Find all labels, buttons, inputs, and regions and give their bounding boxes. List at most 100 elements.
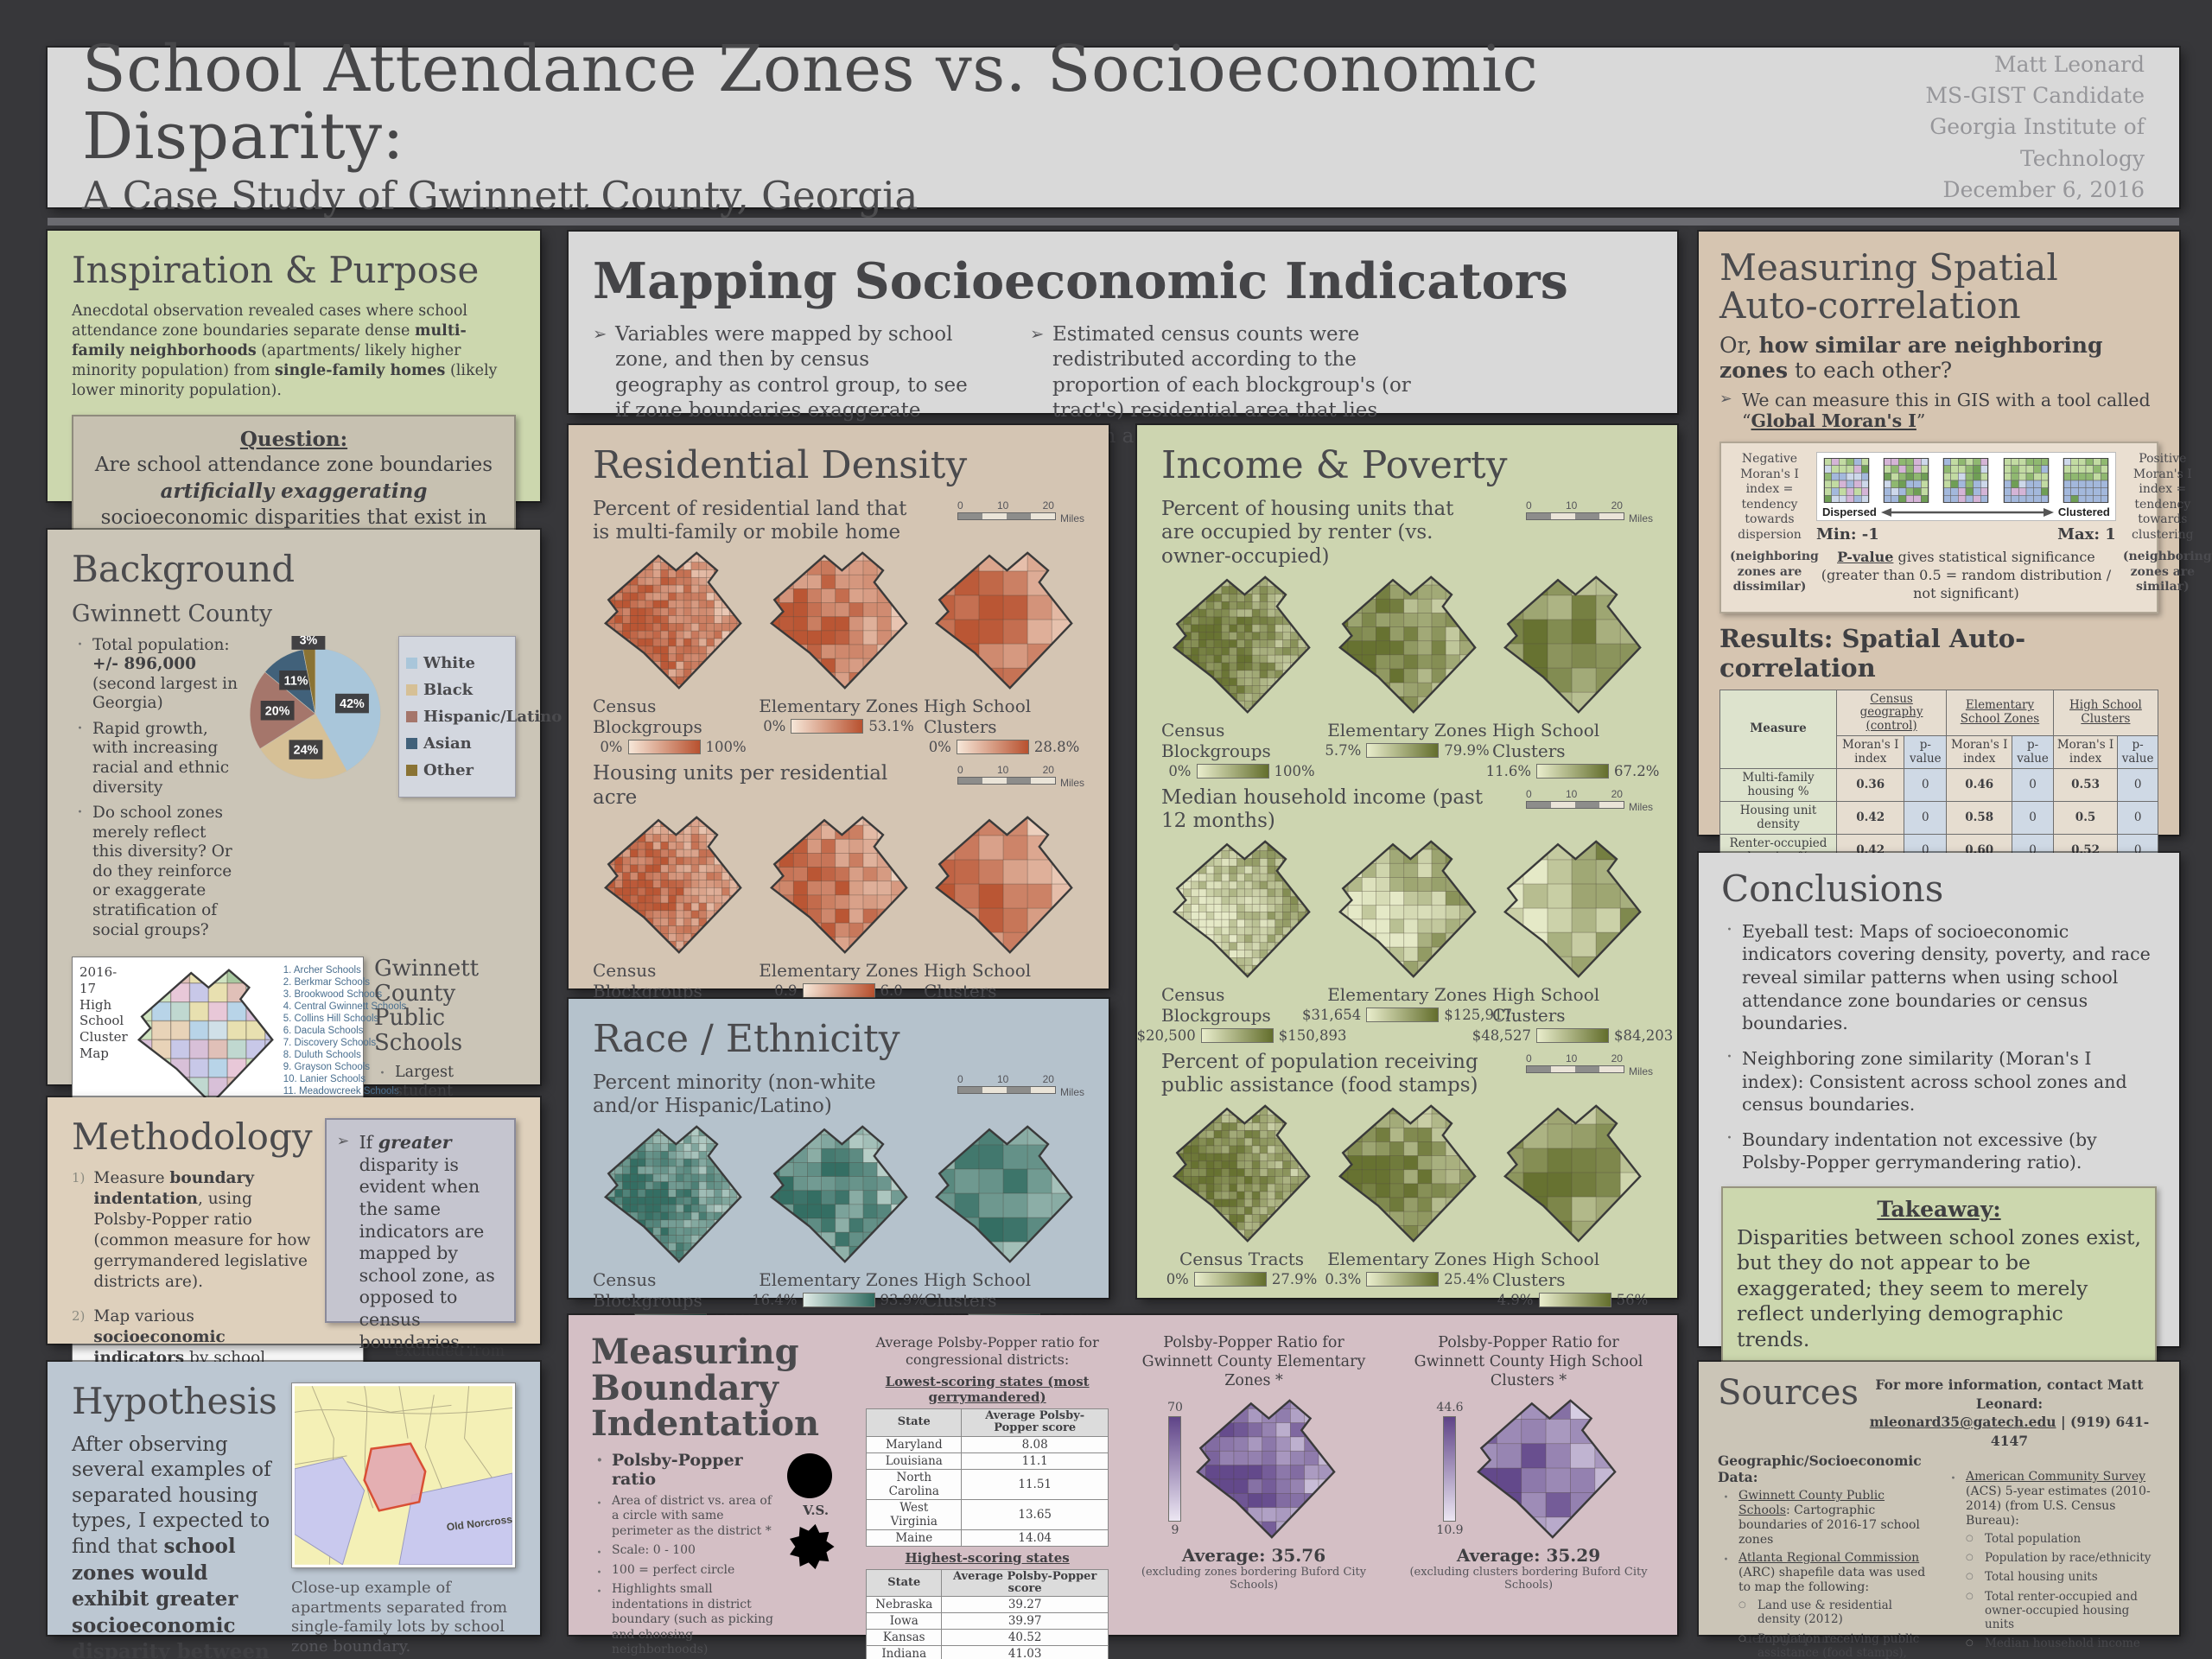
residential-density-panel: Residential Density Percent of residenti… — [569, 425, 1109, 1020]
map-scale-bar: 0 10 20 Miles — [957, 499, 1084, 524]
conclusion-bullet: Neighboring zone similarity (Moran's I i… — [1721, 1046, 2157, 1116]
moran-pattern-thumbnail — [1943, 458, 1989, 504]
school-list-item: 11. Meadowcreek Schools — [283, 1086, 399, 1097]
map-label: Elementary Zones — [759, 1268, 918, 1290]
boundary-title: Measuring Boundary Indentation — [591, 1332, 820, 1445]
map-legend: 0% 27.9% — [1166, 1271, 1318, 1287]
choropleth-map — [1173, 1104, 1311, 1243]
author-credential: MS-GIST Candidate — [1925, 83, 2145, 109]
state-col-header: State — [866, 1408, 963, 1437]
polsby-note: (excluding clusters bordering Buford Cit… — [1409, 1565, 1648, 1592]
question-box: Question: Are school attendance zone bou… — [72, 415, 516, 569]
map-label: Census Blockgroups — [1161, 719, 1271, 761]
choropleth-map — [769, 816, 908, 955]
source-sub-item: Land use & residential density (2012) — [1718, 1599, 1933, 1626]
pie-label: 11% — [279, 670, 314, 690]
state-row: Louisiana 11.1 — [866, 1452, 1109, 1470]
parcel-map-svg: Old Norcross — [295, 1386, 512, 1565]
legend-max-value: 100% — [705, 738, 747, 755]
map-scale-bar: 0 10 20 Miles — [1525, 499, 1653, 524]
moran-pattern-thumbnail — [1883, 458, 1929, 504]
legend-gradient-bar — [1366, 1271, 1440, 1287]
choropleth-map — [1503, 575, 1642, 714]
legend-label: White — [423, 653, 475, 672]
residential-title: Residential Density — [593, 443, 968, 487]
school-list-item: 1. Archer Schools — [283, 965, 361, 976]
legend-swatch — [406, 737, 417, 749]
race-title: Race / Ethnicity — [593, 1017, 900, 1061]
legend-min-value: 9 — [1171, 1522, 1179, 1537]
lowest-states-label: Lowest-scoring states (most gerrymandere… — [885, 1374, 1090, 1405]
legend-min-value: $20,500 — [1136, 1027, 1196, 1044]
legend-swatch — [406, 657, 417, 669]
income-poverty-panel: Income & Poverty Percent of housing unit… — [1137, 425, 1677, 1308]
legend-min-value: 0% — [600, 738, 623, 755]
pie-label: 3% — [291, 635, 326, 650]
choropleth-map — [1338, 839, 1477, 978]
legend-min-value: 0.9 — [774, 982, 798, 1000]
map-label: High School Clusters — [1492, 719, 1600, 761]
state-row: Nebraska 39.27 — [866, 1596, 1109, 1614]
results-title: Results: Spatial Auto-correlation — [1719, 623, 2026, 683]
legend-swatch — [406, 710, 417, 722]
schools-heading: Gwinnett County Public Schools — [374, 956, 480, 1056]
county-heading: Gwinnett County — [72, 600, 273, 627]
choropleth-map — [935, 551, 1073, 690]
polsby-map-block: Polsby-Popper Ratio for Gwinnett County … — [1402, 1334, 1655, 1616]
background-title: Background — [72, 548, 296, 590]
map-scale-bar: 0 10 20 Miles — [957, 763, 1084, 789]
choropleth-map — [1338, 575, 1477, 714]
school-list-item: 7. Discovery Schools — [283, 1038, 377, 1049]
map-legend: 16.4% 93.9% — [752, 1292, 925, 1308]
conclusion-bullet: Boundary indentation not excessive (by P… — [1721, 1127, 2157, 1174]
legend-min-value: 0% — [1166, 1270, 1189, 1287]
conclusions-panel: Conclusions Eyeball test: Maps of socioe… — [1699, 853, 2179, 1659]
legend-gradient-bar — [802, 983, 875, 999]
polsby-map-title: Polsby-Popper Ratio for Gwinnett County … — [1414, 1334, 1643, 1389]
legend-gradient-bar — [1536, 1027, 1609, 1043]
map-label: High School Clusters — [1492, 1248, 1600, 1290]
question-label: Question: — [239, 428, 348, 452]
polsby-ratio-heading: Polsby-Popper ratio — [591, 1449, 779, 1489]
county-bullet: Do school zones merely reflect this dive… — [72, 802, 239, 940]
state-col-header: State — [866, 1568, 943, 1598]
moran-pattern-thumbnail — [2063, 458, 2109, 504]
map-label: Census Blockgroups — [1161, 983, 1271, 1026]
county-bullet: Rapid growth, with increasing racial and… — [72, 718, 239, 798]
svg-text:24%: 24% — [294, 743, 319, 757]
legend-max-value: $150,893 — [1278, 1027, 1347, 1044]
legend-min-value: 0% — [928, 738, 951, 755]
dispersed-label: Dispersed — [1822, 505, 1877, 519]
background-panel: Background Gwinnett County Total populat… — [48, 530, 562, 1489]
takeaway-text: Disparities between school zones exist, … — [1737, 1225, 2141, 1351]
map-legend: $20,500 $150,893 — [1137, 1027, 1347, 1044]
map-legend: 0% 53.1% — [763, 718, 914, 734]
map-legend: 5.7% 79.9% — [1325, 742, 1489, 759]
negative-morans-note: (neighboring zones are dissimilar) — [1730, 550, 1819, 594]
choropleth-map — [1173, 839, 1311, 978]
spatial-title: Measuring Spatial Auto-correlation — [1719, 246, 2058, 327]
legend-gradient-bar — [1193, 1271, 1267, 1287]
legend-label: Other — [423, 760, 474, 779]
map-legend: $31,654 $125,917 — [1302, 1007, 1512, 1023]
map-legend: 0.9 6.0 — [774, 982, 903, 999]
results-group-header: Elementary School Zones — [1946, 689, 2054, 737]
source-item: Gwinnett County Public Schools: Cartogra… — [1718, 1487, 1933, 1548]
hypothesis-panel: Hypothesis After observing several examp… — [48, 1362, 540, 1659]
polsby-sub-bullet: Scale: 0 - 100 — [591, 1541, 779, 1565]
contact-email-link[interactable]: mleonard35@gatech.edu — [1869, 1414, 2056, 1431]
source-item-group: American Community Survey (ACS) 5-year e… — [1945, 1468, 2160, 1651]
polsby-sub-bullet: Highlights small indentations in distric… — [591, 1580, 779, 1658]
legend-max-value: 28.8% — [1033, 738, 1080, 755]
map-legend: 0% 100% — [600, 739, 746, 755]
moran-pattern-thumbnail — [1823, 458, 1870, 504]
state-row: North Carolina 11.51 — [866, 1468, 1109, 1500]
takeaway-label: Takeaway: — [1877, 1197, 2001, 1223]
map-legend: $48,527 $84,203 — [1472, 1027, 1673, 1044]
legend-min-value: 0.3% — [1325, 1270, 1362, 1287]
polsby-ratio-bullets: Area of district vs. area of a circle wi… — [591, 1492, 779, 1658]
legend-min-value: 0% — [1168, 762, 1192, 779]
map-subtitle: Percent of housing units that are occupi… — [1161, 497, 1454, 568]
choropleth-map — [604, 1125, 742, 1263]
legend-min-value: 4.9% — [1497, 1291, 1534, 1308]
